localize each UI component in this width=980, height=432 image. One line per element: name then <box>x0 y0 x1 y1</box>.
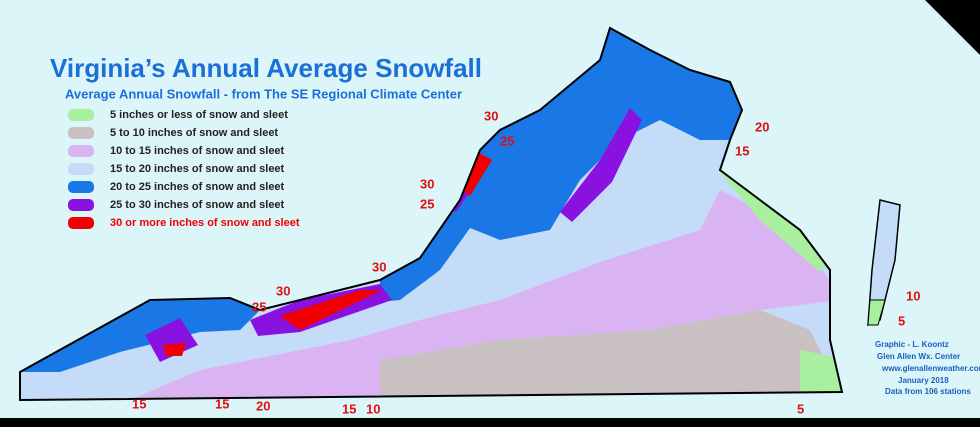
map-label: 30 <box>484 108 498 123</box>
credit: January 2018 <box>898 376 949 385</box>
legend-label: 15 to 20 inches of snow and sleet <box>110 163 285 175</box>
map-labels: 30 25 20 15 30 25 30 25 30 15 15 20 15 1… <box>132 108 920 416</box>
legend-swatch <box>68 199 94 211</box>
legend-swatch <box>68 109 94 121</box>
map-label: 15 <box>735 143 749 158</box>
map-label: 5 <box>898 313 905 328</box>
region <box>280 290 382 330</box>
legend-swatch <box>68 145 94 157</box>
corner <box>925 0 980 55</box>
legend-swatch <box>68 163 94 175</box>
map-label: 15 <box>342 401 356 416</box>
legend-label: 5 to 10 inches of snow and sleet <box>110 127 278 139</box>
credit: Data from 106 stations <box>885 387 971 396</box>
region <box>560 108 642 222</box>
bottom-strip <box>0 418 980 427</box>
region <box>20 298 260 372</box>
map-label: 30 <box>372 259 386 274</box>
map-label: 15 <box>215 396 229 411</box>
region <box>380 310 842 400</box>
credit: Glen Allen Wx. Center <box>877 352 960 361</box>
legend-label: 10 to 15 inches of snow and sleet <box>110 145 285 157</box>
eastern-shore <box>867 199 901 327</box>
legend-label: 25 to 30 inches of snow and sleet <box>110 199 285 211</box>
map-label: 25 <box>500 133 514 148</box>
map-label: 30 <box>276 283 290 298</box>
legend-label: 20 to 25 inches of snow and sleet <box>110 181 285 193</box>
eastern-shore-south <box>867 299 886 326</box>
region <box>163 343 186 356</box>
credit: Graphic - L. Koontz <box>875 340 949 349</box>
credits: Graphic - L. Koontz Glen Allen Wx. Cente… <box>875 340 980 396</box>
subtitle: Average Annual Snowfall - from The SE Re… <box>65 86 462 101</box>
credit: www.glenallenweather.com <box>881 364 980 373</box>
map-label: 10 <box>366 401 380 416</box>
region <box>145 318 198 362</box>
region <box>718 170 830 272</box>
legend-label: 5 inches or less of snow and sleet <box>110 109 288 121</box>
region <box>130 190 840 400</box>
title: Virginia’s Annual Average Snowfall <box>50 53 482 83</box>
legend-swatch <box>68 217 94 229</box>
legend-swatch <box>68 127 94 139</box>
map-label: 25 <box>420 196 434 211</box>
map-label: 20 <box>256 398 270 413</box>
legend-swatch <box>68 181 94 193</box>
legend: 5 inches or less of snow and sleet 5 to 1… <box>68 109 300 229</box>
map-label: 30 <box>420 176 434 191</box>
map-label: 10 <box>906 288 920 303</box>
map-label: 25 <box>252 299 266 314</box>
map-label: 15 <box>132 396 146 411</box>
map-label: 5 <box>797 401 804 416</box>
legend-label: 30 or more inches of snow and sleet <box>110 217 300 229</box>
region <box>380 28 742 302</box>
map-label: 20 <box>755 119 769 134</box>
